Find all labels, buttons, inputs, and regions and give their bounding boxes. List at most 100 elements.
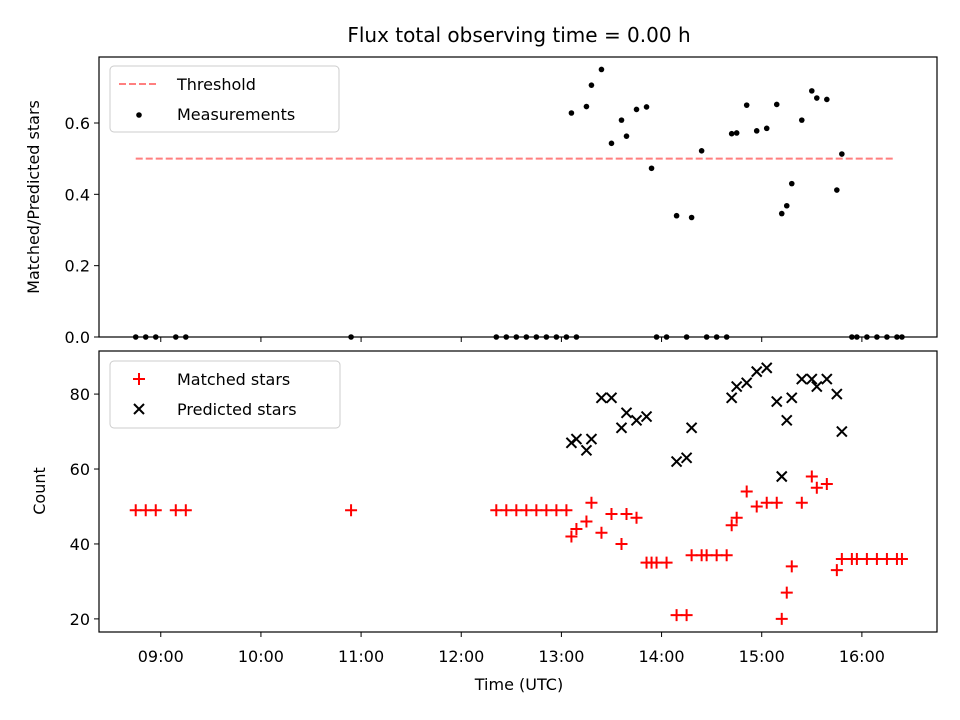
matched-star-point	[510, 504, 523, 517]
measurement-point	[834, 187, 840, 193]
measurement-point	[814, 95, 820, 101]
predicted-star-point	[725, 392, 738, 404]
matched-star-point	[880, 552, 893, 565]
x-tick-label: 14:00	[639, 647, 685, 666]
predicted-star-point	[630, 414, 643, 427]
x-tick-label: 12:00	[438, 647, 484, 666]
predicted-star-point	[776, 470, 788, 483]
matched-star-point	[820, 478, 833, 491]
y-tick-label-bottom: 20	[70, 610, 90, 629]
matched-star-point	[565, 530, 578, 543]
matched-star-point	[805, 470, 818, 483]
measurement-point	[809, 88, 815, 94]
matched-star-point	[860, 552, 873, 565]
legend-measurement-swatch	[136, 112, 142, 118]
matched-star-point	[520, 504, 533, 517]
matched-star-point	[850, 552, 863, 565]
measurement-points	[132, 66, 905, 340]
panel-flux-ratio: 0.0 0.2 0.4 0.6 Matched/Predicted stars Thr…	[24, 56, 938, 347]
panel-counts: 20 40 60 80 09:00 10:00 11:00 12:00 13:00 14:00 15…	[30, 350, 938, 694]
matched-star-point	[580, 515, 593, 528]
predicted-star-point	[761, 362, 773, 374]
predicted-star-point	[615, 422, 628, 434]
matched-star-point	[550, 504, 563, 517]
plot-frame-bottom	[98, 350, 938, 633]
legend-top: Threshold Measurements	[109, 65, 340, 133]
top-axis-ticks: 0.0 0.2 0.4 0.6	[65, 114, 863, 347]
measurement-point	[648, 165, 655, 172]
x-tick-label: 13:00	[538, 647, 584, 666]
matched-star-point	[725, 519, 738, 532]
legend-frame-top	[109, 65, 340, 133]
measurement-point	[733, 130, 740, 136]
matched-star-point	[500, 504, 513, 517]
matched-star-point	[670, 609, 683, 622]
measurement-point	[583, 103, 590, 110]
matched-star-point	[835, 552, 848, 565]
x-tick-label: 09:00	[138, 647, 184, 666]
predicted-star-point	[670, 455, 683, 468]
matched-star-point	[870, 552, 883, 565]
measurement-point	[588, 82, 595, 88]
x-tick-label: 15:00	[739, 647, 785, 666]
measurement-point	[839, 151, 845, 157]
matched-star-point	[139, 504, 152, 517]
matched-star-point	[650, 556, 663, 569]
matched-star-point	[560, 504, 573, 517]
legend-bottom: Matched stars Predicted stars	[109, 360, 341, 429]
measurement-point	[608, 140, 615, 147]
matched-star-point	[490, 504, 503, 517]
matched-star-point	[760, 496, 773, 509]
legend-measurement-label: Measurements	[177, 105, 295, 124]
predicted-star-point	[640, 410, 653, 423]
bottom-axis-ticks: 20 40 60 80 09:00 10:00 11:00 12:00 13:00 14:00 15…	[70, 385, 885, 666]
predicted-star-point	[751, 365, 763, 378]
matched-star-point	[169, 504, 182, 517]
predicted-star-point	[786, 392, 798, 404]
x-axis-title: Time (UTC)	[474, 675, 563, 694]
predicted-star-point	[685, 422, 698, 434]
matched-star-point	[740, 485, 753, 498]
y-tick-label-top: 0.4	[65, 185, 90, 204]
predicted-star-point	[680, 452, 693, 464]
measurement-point	[773, 101, 780, 108]
matched-star-point	[785, 560, 798, 573]
measurement-point	[778, 210, 785, 217]
matched-star-point	[750, 500, 763, 513]
measurement-point	[673, 212, 680, 219]
matched-star-point	[630, 511, 643, 524]
legend-frame-bottom	[109, 360, 341, 429]
matched-star-point	[730, 511, 743, 524]
predicted-star-point	[831, 388, 843, 400]
matched-star-point	[780, 586, 793, 599]
legend-matched-label: Matched stars	[177, 370, 290, 389]
y-tick-label-top: 0.0	[65, 328, 90, 347]
measurement-point	[788, 180, 795, 187]
matched-star-point	[810, 481, 823, 494]
y-axis-title-top: Matched/Predicted stars	[24, 100, 43, 294]
matched-star-point	[660, 556, 673, 569]
y-axis-title-bottom: Count	[30, 467, 49, 515]
predicted-star-point	[585, 433, 598, 445]
predicted-star-point	[821, 373, 833, 385]
matched-star-point	[680, 609, 693, 622]
measurement-point	[763, 125, 770, 132]
matched-star-point	[179, 504, 192, 517]
predicted-star-point	[811, 380, 823, 393]
measurement-point	[698, 148, 705, 154]
matched-star-point	[710, 549, 723, 562]
y-tick-label-bottom: 60	[70, 460, 90, 479]
measurement-point	[633, 106, 640, 113]
measurement-point	[798, 117, 805, 123]
matched-star-point	[895, 552, 908, 565]
x-tick-label: 11:00	[338, 647, 384, 666]
predicted-star-point	[620, 407, 633, 419]
matched-star-point	[720, 549, 733, 562]
legend-predicted-swatch	[133, 403, 145, 415]
predicted-star-point	[781, 414, 793, 427]
measurement-point	[568, 110, 575, 116]
predicted-star-point	[580, 444, 593, 456]
predicted-star-point	[605, 392, 618, 404]
matched-star-point	[795, 496, 808, 509]
